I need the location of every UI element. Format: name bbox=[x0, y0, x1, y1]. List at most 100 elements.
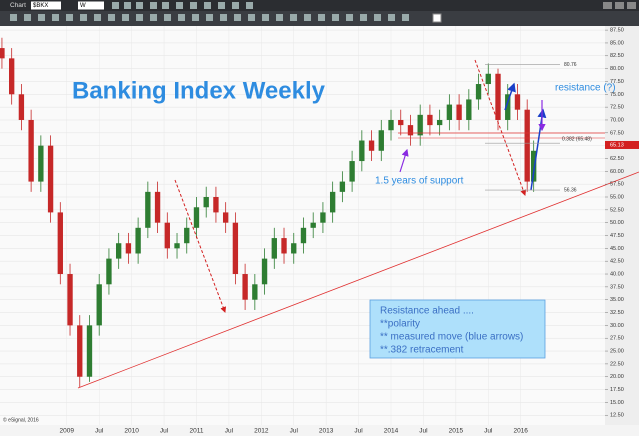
note-line: Resistance ahead .... bbox=[380, 306, 474, 317]
fib-label: 0.382 (65.48) bbox=[562, 136, 592, 142]
arrow bbox=[504, 82, 516, 111]
candle-body bbox=[368, 140, 375, 151]
candles bbox=[0, 37, 537, 387]
candle-body bbox=[86, 325, 93, 377]
candle-body bbox=[57, 212, 63, 275]
candle-body bbox=[359, 140, 365, 162]
y-tick-label: 55.00 bbox=[610, 194, 624, 200]
y-tick-label: 52.50 bbox=[610, 207, 624, 213]
symbol[interactable]: $BKX bbox=[33, 3, 48, 9]
candle-body bbox=[436, 119, 443, 126]
candle-body bbox=[261, 258, 268, 285]
note-box bbox=[369, 299, 546, 359]
y-tick-label: 50.00 bbox=[610, 220, 624, 226]
x-tick-label: 2014 bbox=[384, 428, 399, 435]
arrow bbox=[474, 59, 527, 196]
y-tick-label: 40.00 bbox=[610, 271, 624, 277]
interval-input[interactable] bbox=[78, 1, 104, 10]
y-tick-label: 20.00 bbox=[610, 374, 624, 380]
candle-body bbox=[8, 58, 15, 95]
candle-body bbox=[184, 227, 190, 244]
y-tick-label: 12.50 bbox=[610, 413, 624, 419]
candle-body bbox=[329, 191, 336, 213]
candle-body bbox=[427, 114, 433, 126]
candle-body bbox=[475, 84, 482, 100]
interval[interactable]: W bbox=[80, 3, 86, 9]
y-tick-label: 45.00 bbox=[610, 246, 624, 252]
candle-body bbox=[456, 104, 462, 120]
candle-body bbox=[18, 94, 25, 120]
candle-body bbox=[232, 222, 239, 275]
y-tick-label: 87.50 bbox=[610, 28, 624, 34]
y-tick-label: 47.50 bbox=[610, 233, 624, 239]
tab[interactable]: Chart bbox=[10, 2, 26, 9]
candle-body bbox=[115, 243, 122, 259]
candle-body bbox=[485, 73, 491, 85]
y-tick-label: 60.00 bbox=[610, 169, 624, 175]
candle-body bbox=[281, 238, 287, 254]
fib-value: 80.76 bbox=[564, 62, 577, 68]
last-price-label: 65.13 bbox=[610, 142, 624, 148]
candle-body bbox=[38, 145, 44, 182]
candle-body bbox=[446, 104, 453, 120]
candle-body bbox=[0, 48, 5, 59]
y-tick-label: 67.50 bbox=[610, 130, 624, 136]
x-tick-label: 2012 bbox=[254, 428, 269, 435]
candle-body bbox=[271, 238, 277, 259]
candle-body bbox=[388, 119, 394, 131]
tool-icons[interactable] bbox=[10, 2, 409, 21]
trendline bbox=[77, 171, 639, 389]
y-tick-label: 32.50 bbox=[610, 310, 624, 316]
candle-body bbox=[213, 197, 219, 213]
y-tick-label: 35.00 bbox=[610, 297, 624, 303]
x-tick-label: 2011 bbox=[189, 428, 203, 435]
lock-button[interactable] bbox=[432, 13, 442, 23]
candle-body bbox=[96, 284, 102, 326]
y-tick-label: 17.50 bbox=[610, 387, 624, 393]
candle-body bbox=[222, 212, 229, 223]
y-axis-panel bbox=[605, 26, 639, 425]
x-tick-label: 2009 bbox=[60, 428, 75, 435]
y-tick-label: 80.00 bbox=[610, 66, 624, 72]
y-tick-label: 22.50 bbox=[610, 361, 624, 367]
candle-body bbox=[524, 109, 530, 182]
x-tick-label: Jul bbox=[225, 428, 234, 435]
candle-body bbox=[378, 130, 384, 151]
candle-body bbox=[505, 94, 511, 120]
y-tick-label: 30.00 bbox=[610, 323, 624, 329]
candle-body bbox=[193, 207, 200, 228]
candle-body bbox=[291, 243, 297, 254]
window-controls[interactable] bbox=[603, 2, 636, 9]
candle-body bbox=[339, 181, 346, 192]
y-tick-label: 15.00 bbox=[610, 400, 624, 406]
candle-body bbox=[203, 197, 209, 208]
y-tick-label: 70.00 bbox=[610, 117, 624, 123]
candle-body bbox=[154, 191, 161, 223]
arrow bbox=[399, 148, 409, 173]
x-tick-label: Jul bbox=[484, 428, 493, 435]
y-tick-label: 27.50 bbox=[610, 336, 624, 342]
symbol-input[interactable] bbox=[31, 1, 61, 10]
y-tick-label: 75.00 bbox=[610, 92, 624, 98]
y-tick-label: 82.50 bbox=[610, 53, 624, 59]
annotation: 1.5 years of support bbox=[375, 176, 464, 187]
candle-body bbox=[398, 119, 404, 126]
candle-body bbox=[300, 227, 307, 244]
x-tick-label: Jul bbox=[290, 428, 299, 435]
note-line: **polarity bbox=[380, 319, 420, 330]
chart-title: Banking Index Weekly bbox=[72, 77, 326, 104]
y-tick-label: 77.50 bbox=[610, 79, 624, 85]
copyright: © eSignal, 2016 bbox=[3, 416, 39, 423]
candle-body bbox=[530, 150, 537, 182]
x-tick-label: 2013 bbox=[319, 428, 334, 435]
candle-body bbox=[466, 99, 472, 120]
plot-area bbox=[0, 26, 605, 425]
toolbar-top bbox=[0, 0, 639, 11]
candle-body bbox=[349, 161, 355, 182]
fib-value: 56.36 bbox=[564, 187, 577, 193]
x-tick-label: Jul bbox=[160, 428, 169, 435]
y-tick-label: 72.50 bbox=[610, 105, 624, 111]
x-tick-label: Jul bbox=[419, 428, 428, 435]
arrow bbox=[530, 108, 547, 191]
